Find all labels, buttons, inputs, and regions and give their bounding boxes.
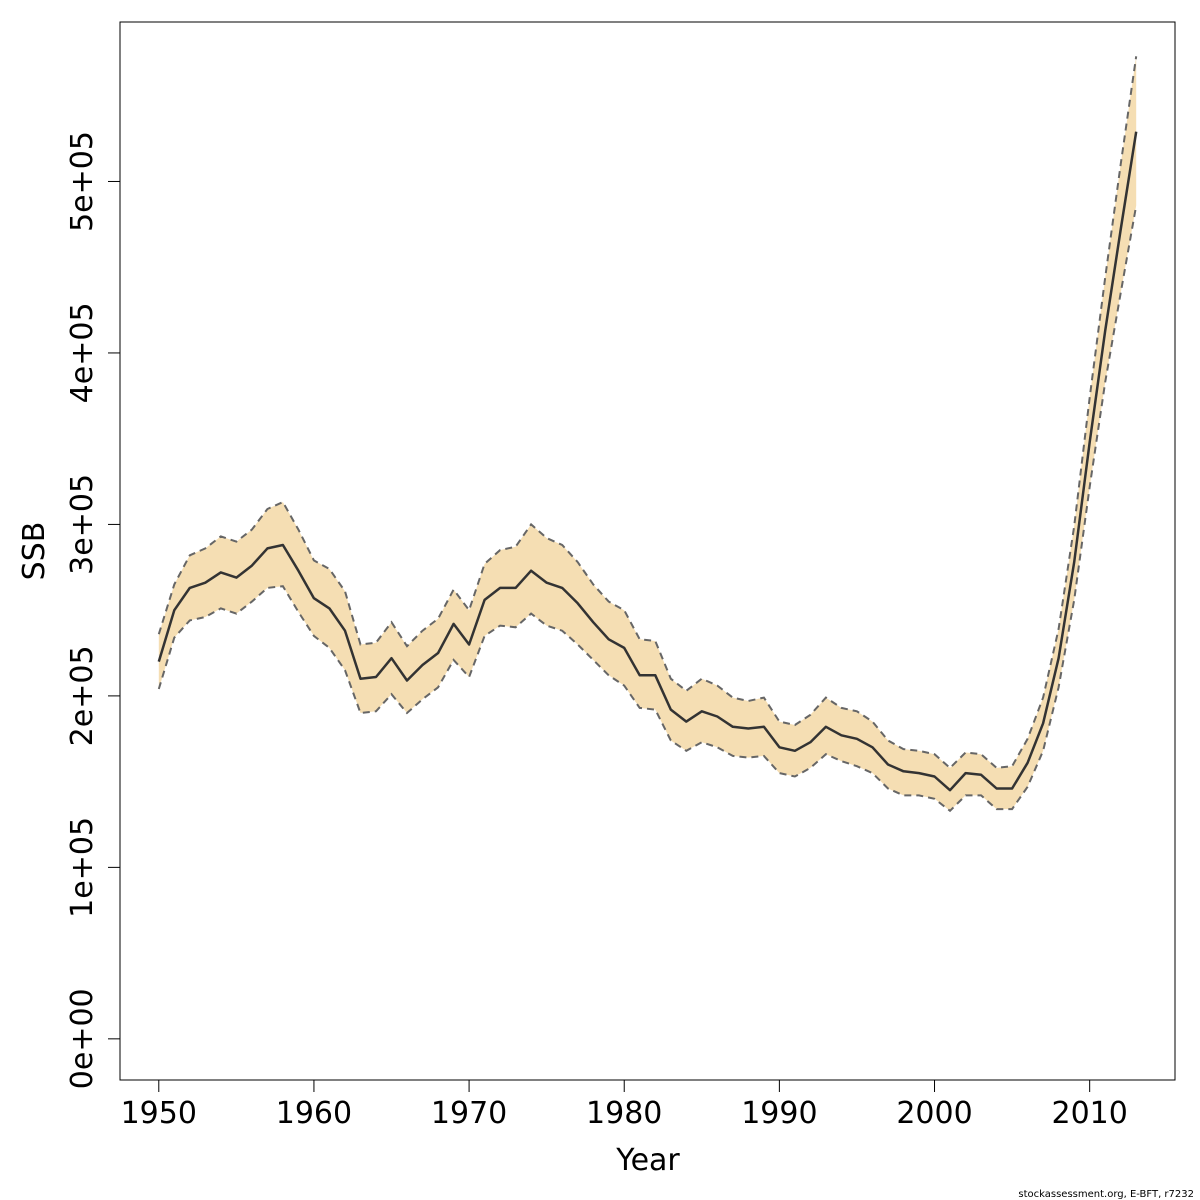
upper-bound-line bbox=[157, 56, 1138, 770]
ssb-estimate-line bbox=[157, 131, 1138, 792]
x-axis: 1950 1960 1970 1980 1990 2000 2010 bbox=[121, 1079, 1128, 1131]
x-tick-label: 1980 bbox=[586, 1096, 662, 1131]
source-caption: stockassessment.org, E-BFT, r7232 bbox=[1018, 1189, 1194, 1200]
plot-area bbox=[157, 56, 1138, 813]
y-tick-label: 4e+05 bbox=[65, 302, 100, 403]
y-axis: 0e+00 1e+05 2e+05 3e+05 4e+05 5e+05 bbox=[65, 131, 121, 1089]
x-tick-label: 1970 bbox=[431, 1096, 507, 1131]
x-axis-title: Year bbox=[615, 1143, 680, 1178]
y-tick-label: 2e+05 bbox=[65, 645, 100, 746]
y-tick-label: 3e+05 bbox=[65, 474, 100, 575]
confidence-band bbox=[158, 56, 1137, 811]
y-tick-label: 1e+05 bbox=[65, 817, 100, 918]
x-tick-label: 2010 bbox=[1051, 1096, 1127, 1131]
y-tick-label: 5e+05 bbox=[65, 131, 100, 232]
y-axis-title: SSB bbox=[17, 522, 52, 581]
x-tick-label: 1960 bbox=[276, 1096, 352, 1131]
x-tick-label: 1950 bbox=[121, 1096, 197, 1131]
x-tick-label: 1990 bbox=[741, 1096, 817, 1131]
lower-bound-line bbox=[157, 205, 1138, 813]
y-tick-label: 0e+00 bbox=[65, 988, 100, 1089]
x-tick-label: 2000 bbox=[896, 1096, 972, 1131]
